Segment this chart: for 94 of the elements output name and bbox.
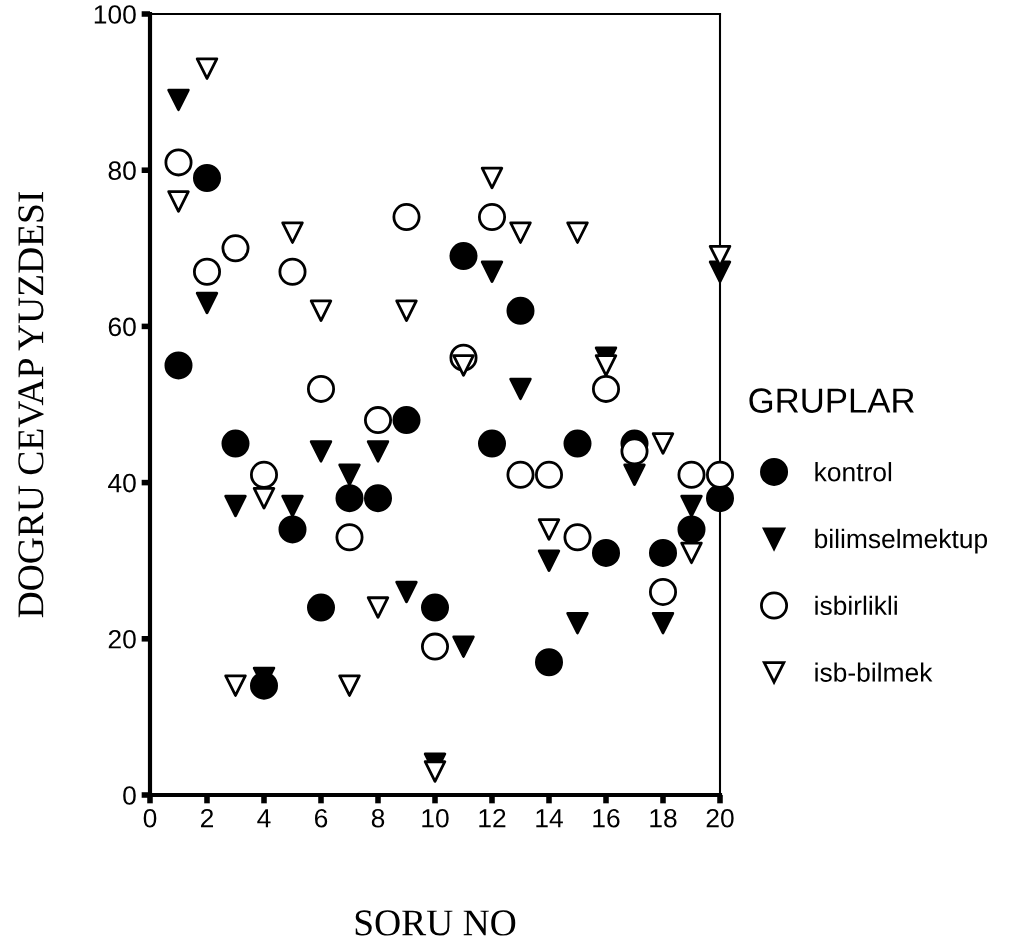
point bbox=[335, 484, 364, 513]
point bbox=[651, 611, 675, 635]
x-axis-title: SORU NO bbox=[355, 910, 516, 936]
point bbox=[534, 460, 564, 489]
point bbox=[278, 257, 307, 286]
point bbox=[594, 354, 618, 377]
point bbox=[363, 484, 393, 513]
point bbox=[392, 203, 421, 232]
point bbox=[167, 190, 190, 213]
x-tick-label: 2 bbox=[200, 808, 214, 828]
point bbox=[221, 429, 250, 458]
y-tick-label: 80 bbox=[108, 161, 136, 181]
point bbox=[651, 432, 675, 455]
point bbox=[680, 541, 703, 565]
point bbox=[506, 460, 535, 489]
x-tick-label: 0 bbox=[143, 808, 157, 828]
legend-label: isb-bilmek bbox=[815, 662, 933, 682]
point bbox=[335, 523, 364, 552]
point bbox=[537, 518, 561, 541]
point bbox=[537, 549, 561, 572]
point bbox=[506, 296, 535, 325]
point bbox=[480, 166, 504, 190]
y-tick-label: 20 bbox=[108, 629, 136, 649]
point bbox=[164, 148, 193, 177]
point bbox=[281, 221, 304, 244]
point bbox=[281, 494, 304, 518]
point bbox=[705, 460, 735, 489]
point bbox=[420, 632, 450, 661]
y-tick-label: 100 bbox=[94, 5, 136, 24]
point bbox=[477, 429, 507, 458]
point bbox=[566, 611, 589, 635]
x-tick-label: 10 bbox=[422, 808, 449, 828]
point bbox=[620, 437, 649, 466]
legend-label: isbirlikli bbox=[815, 595, 897, 616]
x-tick-label: 14 bbox=[536, 809, 563, 828]
point bbox=[395, 299, 418, 322]
point bbox=[224, 494, 247, 518]
point bbox=[623, 463, 646, 486]
point bbox=[395, 580, 418, 604]
x-tick-label: 6 bbox=[315, 808, 328, 828]
point bbox=[677, 460, 706, 489]
y-axis-title: DOGRU CEVAP YUZDESI bbox=[18, 191, 44, 618]
point bbox=[338, 463, 361, 486]
point bbox=[366, 596, 390, 619]
point bbox=[534, 648, 564, 677]
x-tick-label: 20 bbox=[706, 808, 734, 828]
point bbox=[648, 538, 678, 567]
x-tick-label: 4 bbox=[257, 809, 271, 828]
point bbox=[192, 257, 222, 286]
point bbox=[420, 593, 450, 622]
point bbox=[366, 440, 390, 463]
y-tick-label: 60 bbox=[108, 317, 136, 337]
point bbox=[309, 440, 333, 463]
point bbox=[249, 460, 279, 489]
point bbox=[306, 374, 336, 403]
point bbox=[221, 234, 250, 263]
point bbox=[278, 515, 307, 544]
point bbox=[591, 374, 621, 403]
point bbox=[705, 484, 735, 513]
point bbox=[192, 164, 222, 193]
point bbox=[167, 88, 190, 112]
point bbox=[680, 494, 703, 518]
legend-label: kontrol bbox=[815, 462, 892, 482]
point bbox=[477, 203, 507, 232]
point bbox=[195, 291, 219, 315]
point bbox=[449, 242, 478, 271]
point bbox=[563, 523, 592, 552]
y-tick-label: 0 bbox=[123, 786, 136, 805]
legend-label: bilimselmektup bbox=[815, 528, 988, 554]
point bbox=[164, 351, 193, 380]
point bbox=[677, 515, 706, 544]
point bbox=[195, 57, 219, 80]
legend-title: GRUPLAR bbox=[749, 388, 914, 413]
point bbox=[423, 760, 447, 783]
point bbox=[252, 487, 276, 510]
point bbox=[452, 635, 475, 658]
point bbox=[509, 377, 532, 401]
point bbox=[306, 593, 336, 622]
point bbox=[591, 538, 621, 567]
point bbox=[224, 674, 247, 697]
point bbox=[563, 429, 592, 458]
point bbox=[338, 674, 361, 697]
point bbox=[566, 221, 589, 244]
x-tick-label: 18 bbox=[650, 808, 677, 828]
y-tick-label: 40 bbox=[108, 473, 136, 493]
point bbox=[363, 406, 393, 435]
point bbox=[392, 406, 421, 435]
x-tick-label: 16 bbox=[593, 808, 620, 828]
x-tick-label: 12 bbox=[479, 808, 506, 828]
point bbox=[309, 299, 333, 322]
point bbox=[509, 221, 532, 244]
x-tick-label: 8 bbox=[371, 808, 385, 828]
point bbox=[480, 260, 504, 283]
point bbox=[648, 577, 678, 606]
